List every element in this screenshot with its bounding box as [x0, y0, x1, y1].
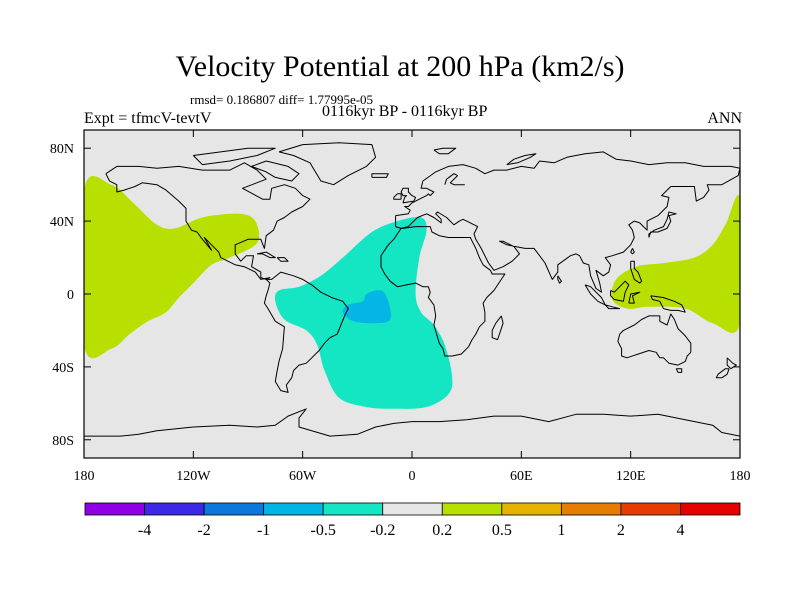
ireland-coastline [393, 193, 402, 200]
colorbar-label: 0.2 [432, 522, 452, 539]
x-tick-label: 180 [74, 469, 95, 484]
axis-ticks: 180 120W 60W 0 60E 120E 180 80N 40N 0 40S 80S [50, 130, 751, 484]
colorbar-label: 1 [557, 522, 565, 539]
y-tick-label: 0 [67, 288, 74, 303]
colorbar-label: 0.5 [492, 522, 512, 539]
novaya-zemlya-coastline [506, 153, 537, 166]
taiwan-coastline [630, 248, 635, 255]
north-america-coastline [105, 162, 311, 280]
colorbar: -4 -2 -1 -0.5 -0.2 0.2 0.5 1 2 4 [84, 502, 741, 539]
x-tick-label: 120E [616, 469, 646, 484]
x-tick-label: 60E [510, 469, 533, 484]
scandinavia-gulf-coastline [444, 173, 465, 186]
experiment-label: Expt = tfmcV-tevtV [84, 110, 212, 127]
colorbar-swatch [620, 502, 681, 516]
period-label: 0116kyr BP - 0116kyr BP [322, 103, 488, 120]
colorbar-swatch [263, 502, 324, 516]
pacific-east-positive-shade [84, 176, 260, 359]
hispaniola-coastline [276, 257, 289, 262]
africa-coastline [380, 226, 506, 357]
sri-lanka-coastline [557, 275, 562, 284]
borneo-coastline [610, 280, 630, 302]
new-zealand-south-coastline [715, 368, 730, 379]
sulawesi-coastline [628, 291, 641, 304]
svalbard-coastline [433, 147, 457, 155]
britain-coastline [400, 187, 417, 204]
java-coastline [604, 304, 621, 310]
x-tick-label: 120W [176, 469, 211, 484]
colorbar-swatch [84, 502, 145, 516]
new-guinea-coastline [650, 295, 686, 313]
colorbar-label: -1 [257, 522, 270, 539]
canadian-arctic-islands-coastline [192, 147, 276, 166]
colorbar-swatch [560, 502, 622, 516]
baffin-island-coastline [251, 160, 300, 182]
south-america-coastline [263, 271, 349, 393]
pacific-west-positive-shade [611, 195, 740, 333]
antarctica-coastline [84, 408, 740, 437]
greenland-coastline [278, 142, 377, 186]
colorbar-swatch [322, 502, 384, 516]
colorbar-label: -2 [197, 522, 210, 539]
y-tick-label: 80N [50, 142, 74, 157]
cuba-coastline [257, 251, 276, 259]
shaded-regions [84, 176, 740, 409]
colorbar-swatch [203, 502, 265, 516]
colorbar-label: 4 [676, 522, 684, 539]
y-tick-label: 40S [52, 361, 74, 376]
colorbar-swatch [441, 502, 503, 516]
x-tick-label: 60W [289, 469, 317, 484]
colorbar-swatch [382, 502, 443, 516]
australia-coastline [617, 313, 692, 366]
colorbar-swatch [501, 502, 562, 516]
colorbar-label: 2 [617, 522, 625, 539]
philippines-coastline [630, 260, 643, 284]
colorbar-swatch [144, 502, 205, 516]
stats-line: rmsd= 0.186807 diff= 1.77995e-05 [190, 92, 374, 107]
x-tick-label: 180 [730, 469, 751, 484]
madagascar-coastline [491, 315, 504, 341]
plot-title: Velocity Potential at 200 hPa (km2/s) [175, 50, 625, 83]
tasmania-coastline [675, 368, 683, 373]
colorbar-label: -4 [138, 522, 151, 539]
colorbar-swatch [680, 502, 741, 516]
season-label: ANN [707, 110, 742, 127]
iceland-coastline [371, 173, 389, 178]
x-tick-label: 0 [409, 469, 416, 484]
colorbar-label: -0.5 [311, 522, 336, 539]
eurasia-coastline [395, 151, 740, 293]
atlantic-core-negative-shade [342, 290, 391, 324]
y-tick-label: 40N [50, 215, 74, 230]
japan-coastline [648, 211, 677, 238]
colorbar-label: -0.2 [370, 522, 395, 539]
y-tick-label: 80S [52, 434, 74, 449]
